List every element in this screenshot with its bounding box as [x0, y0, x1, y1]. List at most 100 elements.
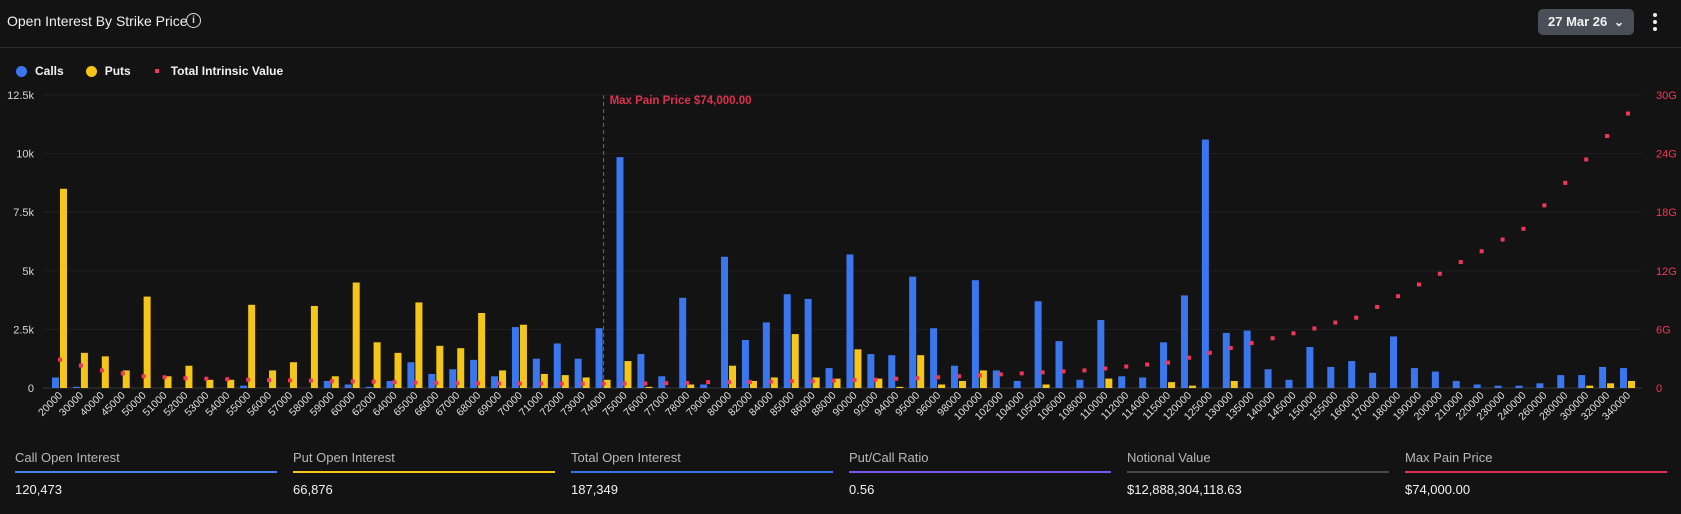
call-bar: [1369, 372, 1377, 388]
put-bar: [289, 362, 297, 388]
date-selector-label: 27 Mar 26: [1548, 14, 1608, 29]
put-bar: [519, 324, 527, 388]
intrinsic-value-point: [727, 380, 732, 385]
call-bar: [888, 355, 896, 388]
puts-swatch-icon: [85, 65, 97, 77]
call-bar: [1327, 366, 1335, 388]
legend-label: Total Intrinsic Value: [170, 64, 284, 78]
call-bar: [1201, 139, 1209, 388]
put-bar: [791, 334, 799, 388]
call-bar: [491, 376, 499, 388]
kebab-icon[interactable]: [1653, 13, 1659, 34]
calls-swatch-icon: [16, 65, 27, 77]
date-selector[interactable]: 27 Mar 26 ⌄: [1538, 9, 1634, 35]
intrinsic-value-point: [1207, 350, 1212, 355]
call-bar: [1578, 375, 1586, 388]
call-bar: [1285, 379, 1293, 388]
header: Open Interest By Strike Price i 27 Mar 2…: [0, 0, 1681, 48]
intrinsic-value-point: [1312, 326, 1317, 331]
intrinsic-value-point: [915, 376, 920, 381]
put-bar: [603, 379, 611, 388]
stat-total-oi: Total Open Interest 187,349: [571, 450, 833, 497]
call-bar: [553, 343, 561, 388]
put-bar: [310, 305, 318, 388]
intrinsic-value-point: [706, 380, 711, 385]
call-bar: [1515, 385, 1523, 388]
intrinsic-value-point: [99, 368, 104, 373]
intrinsic-value-point: [371, 379, 376, 384]
call-bar: [1410, 368, 1418, 388]
intrinsic-value-point: [538, 381, 543, 386]
intrinsic-value-point: [308, 378, 313, 383]
stat-value: 120,473: [15, 482, 62, 497]
intrinsic-value-point: [831, 378, 836, 383]
call-bar: [511, 327, 519, 388]
call-bar: [344, 384, 352, 388]
legend-item-calls[interactable]: Calls: [16, 64, 64, 78]
stat-call-oi: Call Open Interest 120,473: [15, 450, 277, 497]
call-bar: [1076, 379, 1084, 388]
put-bar: [687, 384, 695, 388]
put-bar: [1607, 383, 1615, 388]
intrinsic-value-point: [643, 381, 648, 386]
intrinsic-value-point: [1500, 237, 1505, 242]
intrinsic-value-point: [1375, 304, 1380, 309]
put-bar: [185, 365, 193, 388]
call-bar: [1139, 377, 1147, 388]
call-bar: [1013, 380, 1021, 388]
chevron-down-icon: ⌄: [1613, 15, 1624, 29]
intrinsic-value-point: [873, 377, 878, 382]
info-icon[interactable]: i: [186, 13, 201, 28]
intrinsic-value-point: [1416, 282, 1421, 287]
y-tick-label: 5k: [22, 266, 34, 278]
put-bar: [1042, 384, 1050, 388]
put-bar: [80, 352, 88, 388]
legend-item-puts[interactable]: Puts: [85, 64, 131, 78]
intrinsic-value-point: [517, 381, 522, 386]
put-bar: [582, 377, 590, 388]
intrinsic-value-point: [1396, 294, 1401, 299]
call-bar: [428, 373, 436, 388]
intrinsic-value-point: [1437, 271, 1442, 276]
intrinsic-value-point: [246, 377, 251, 382]
intrinsic-value-point: [1166, 360, 1171, 365]
call-bar: [825, 368, 833, 388]
intrinsic-value-point: [1270, 336, 1275, 341]
intrinsic-value-point: [497, 381, 502, 386]
put-bar: [415, 302, 423, 388]
put-bar: [1105, 378, 1113, 388]
intrinsic-value-point: [1145, 362, 1150, 367]
stat-notional-value: Notional Value $12,888,304,118.63: [1127, 450, 1389, 497]
put-bar: [331, 376, 339, 388]
y-tick-label: 7.5k: [13, 207, 34, 219]
intrinsic-value-point: [329, 379, 334, 384]
legend-item-intrinsic[interactable]: Total Intrinsic Value: [153, 64, 283, 78]
call-bar: [1348, 361, 1356, 388]
put-bar: [812, 377, 820, 388]
put-bar: [875, 378, 883, 388]
intrinsic-value-point: [664, 381, 669, 386]
call-bar: [637, 354, 645, 388]
call-bar: [971, 280, 979, 388]
call-bar: [386, 380, 394, 388]
intrinsic-value-point: [204, 376, 209, 381]
call-bar: [658, 376, 666, 388]
intrinsic-value-point: [747, 379, 752, 384]
y-tick-label: 0: [28, 383, 34, 395]
stat-value: $74,000.00: [1405, 482, 1471, 497]
stat-label: Max Pain Price: [1405, 450, 1493, 465]
stat-value: $12,888,304,118.63: [1127, 482, 1242, 497]
call-bar: [365, 386, 373, 388]
intrinsic-value-point: [1626, 111, 1630, 116]
put-bar: [60, 188, 67, 388]
put-bar: [540, 373, 548, 388]
call-bar: [1431, 371, 1439, 388]
put-bar: [457, 348, 465, 388]
legend-label: Calls: [35, 64, 64, 78]
call-bar: [1620, 368, 1627, 388]
intrinsic-value-point: [183, 376, 188, 381]
intrinsic-value-point: [1563, 180, 1568, 185]
call-bar: [741, 339, 749, 388]
stat-underline: [1127, 471, 1389, 473]
intrinsic-value-point: [58, 357, 62, 362]
